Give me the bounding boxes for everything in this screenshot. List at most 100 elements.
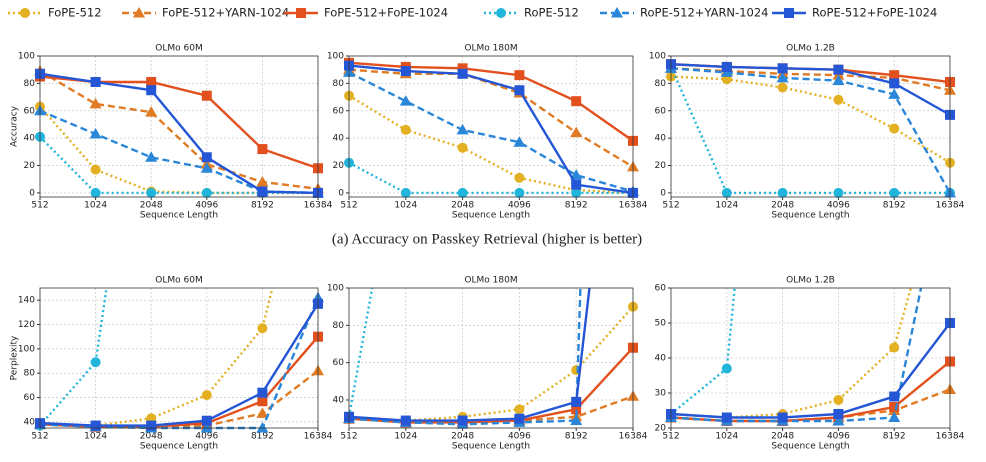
marker: [399, 95, 412, 106]
marker: [90, 77, 101, 88]
y-tick-label: 100: [327, 284, 344, 294]
x-tick-label: 1024: [394, 201, 417, 211]
series-line: [348, 288, 591, 422]
y-axis-label: Perplexity: [10, 335, 20, 380]
marker: [514, 172, 525, 183]
x-axis-label: Sequence Length: [140, 442, 218, 452]
x-tick-label: 4096: [508, 432, 531, 442]
y-tick-label: 40: [333, 396, 345, 406]
x-tick-label: 16384: [304, 432, 333, 442]
y-tick-label: 40: [655, 134, 667, 144]
marker: [257, 323, 268, 334]
marker: [146, 77, 157, 88]
y-tick-label: 60: [333, 358, 345, 368]
marker: [457, 68, 468, 79]
y-tick-label: 100: [649, 52, 666, 62]
subplot: OLMo 1.2B 20 30 40 50 60 512 1024 2048 4096 8192 16…: [655, 276, 965, 452]
y-tick-label: 60: [333, 106, 345, 116]
marker: [89, 97, 102, 109]
legend-label: FoPE-512: [48, 6, 102, 20]
marker: [400, 187, 411, 198]
x-tick-label: 4096: [195, 201, 218, 211]
marker: [889, 187, 900, 198]
x-tick-label: 1024: [394, 432, 417, 442]
y-tick-label: 80: [333, 321, 345, 331]
series-line: [348, 161, 633, 195]
marker: [776, 71, 789, 83]
marker: [257, 144, 268, 155]
marker: [201, 152, 212, 163]
x-axis-label: Sequence Length: [452, 442, 530, 452]
subplot-title: OLMo 1.2B: [786, 276, 835, 286]
x-tick-label: 16384: [936, 432, 965, 442]
marker: [514, 187, 525, 198]
plot: [34, 288, 324, 433]
x-tick-label: 4096: [827, 201, 850, 211]
marker: [90, 420, 101, 431]
y-tick-label: 60: [24, 106, 36, 116]
x-tick-label: 1024: [715, 432, 738, 442]
y-tick-label: 40: [655, 354, 667, 364]
marker: [571, 96, 582, 107]
subplot-title: OLMo 180M: [464, 44, 517, 54]
marker: [514, 404, 525, 415]
axes-frame: [39, 287, 319, 429]
marker: [833, 94, 844, 105]
subplot-title: OLMo 60M: [155, 44, 202, 54]
x-tick-label: 1024: [84, 201, 107, 211]
marker: [457, 415, 468, 426]
y-axis-label: Accuracy: [10, 105, 20, 147]
series-line: [39, 369, 319, 428]
marker: [200, 162, 213, 173]
marker: [201, 90, 212, 101]
y-tick-label: 140: [18, 296, 35, 306]
x-axis-label: Sequence Length: [771, 442, 849, 452]
subplot: OLMo 60M 0 20 40 60 80 100 512 1024 2048 4096 8192 1…: [10, 44, 333, 221]
marker: [201, 415, 212, 426]
subplot: OLMo 180M 40 60 80 100 512 1024 2048 4096 8192 163…: [327, 276, 648, 452]
marker: [145, 106, 158, 117]
marker: [146, 85, 157, 96]
marker: [146, 420, 157, 431]
marker: [200, 422, 213, 433]
marker: [496, 8, 506, 18]
y-tick-label: 30: [655, 389, 667, 399]
x-tick-label: 16384: [304, 201, 333, 211]
x-tick-label: 16384: [936, 201, 965, 211]
x-tick-label: 512: [662, 432, 679, 442]
y-tick-label: 100: [18, 52, 35, 62]
x-tick-label: 16384: [619, 432, 648, 442]
y-tick-label: 120: [18, 320, 35, 330]
x-tick-label: 8192: [565, 201, 588, 211]
x-tick-label: 512: [340, 432, 357, 442]
x-tick-label: 2048: [451, 432, 474, 442]
x-tick-label: 8192: [251, 432, 274, 442]
x-tick-label: 1024: [715, 201, 738, 211]
x-axis-label: Sequence Length: [452, 211, 530, 221]
subplot: OLMo 1.2B 0 20 40 60 80 100 512 1024 2048 4096 8192…: [649, 44, 965, 221]
series-line: [670, 63, 951, 116]
y-tick-label: 80: [24, 369, 36, 379]
series-line: [39, 303, 320, 427]
marker: [571, 396, 582, 407]
y-tick-label: 80: [24, 79, 36, 89]
subplot: OLMo 60M 40 60 80 100 120 140 512 1024 2048 4096 81…: [10, 276, 333, 452]
marker: [257, 396, 268, 407]
y-tick-label: 0: [660, 188, 666, 198]
y-tick-label: 60: [24, 393, 36, 403]
legend-label: FoPE-512+FoPE-1024: [324, 6, 448, 20]
marker: [90, 164, 101, 175]
marker: [721, 412, 732, 423]
plot: [343, 57, 639, 198]
legend-label: RoPE-512+FoPE-1024: [812, 6, 937, 20]
x-tick-label: 512: [31, 201, 48, 211]
y-tick-label: 60: [655, 106, 667, 116]
marker: [889, 391, 900, 402]
x-tick-label: 8192: [883, 432, 906, 442]
marker: [457, 63, 468, 74]
axes-frame: [348, 287, 634, 429]
legend-label: FoPE-512+YARN-1024: [162, 6, 289, 20]
series-line: [39, 72, 319, 195]
series-line: [347, 288, 374, 418]
